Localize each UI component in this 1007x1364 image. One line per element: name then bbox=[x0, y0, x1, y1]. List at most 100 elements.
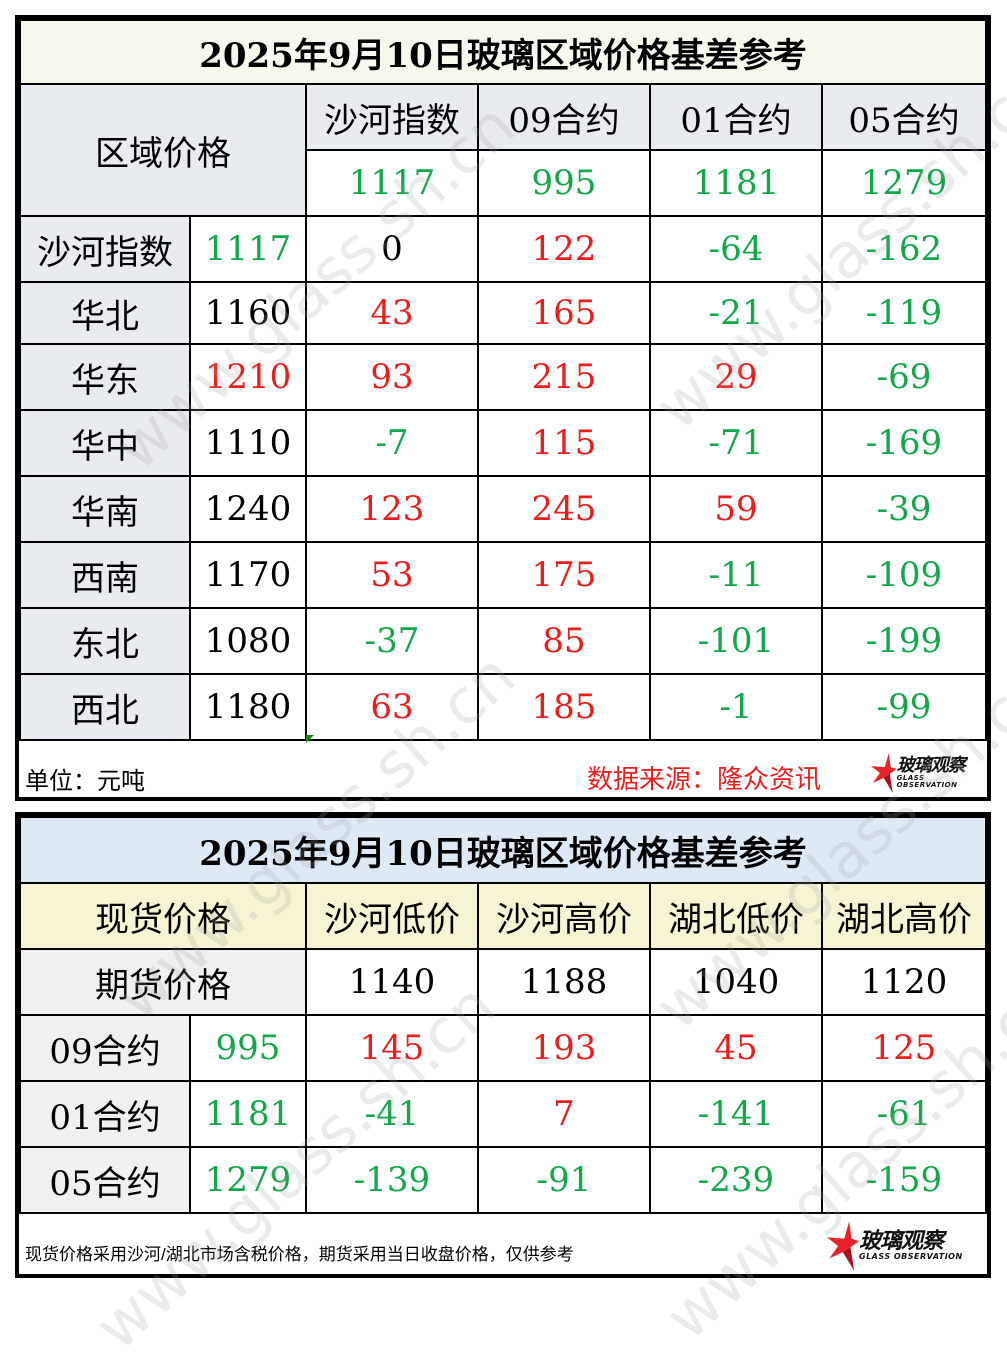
column-header: 沙河指数 bbox=[305, 83, 479, 151]
basis-value: -119 bbox=[821, 281, 987, 345]
table-row: 东北 1080 -37 85 -101 -199 bbox=[19, 607, 987, 675]
basis-value: 93 bbox=[305, 343, 479, 411]
table-footer: 单位：元吨 数据来源：隆众资讯 玻璃观察 GLASS OBSERVATION bbox=[19, 741, 987, 807]
cell-comment-marker bbox=[306, 735, 314, 743]
red-star-icon bbox=[871, 753, 897, 793]
table-row: 华南 1240 123 245 59 -39 bbox=[19, 475, 987, 543]
footnote: 现货价格采用沙河/湖北市场含税价格，期货采用当日收盘价格，仅供参考 bbox=[25, 1245, 574, 1264]
corner-label: 区域价格 bbox=[19, 83, 307, 217]
contract-label: 01合约 bbox=[19, 1080, 191, 1148]
column-header: 湖北低价 bbox=[649, 882, 823, 950]
basis-value: -11 bbox=[649, 541, 823, 609]
region-price: 1110 bbox=[189, 409, 307, 477]
spot-price-label: 现货价格 bbox=[19, 882, 307, 950]
basis-value: 215 bbox=[477, 343, 651, 411]
spot-futures-basis-panel: 2025年9月10日玻璃区域价格基差参考 现货价格 沙河低价 沙河高价 湖北低价… bbox=[15, 812, 991, 1278]
column-value: 1117 bbox=[305, 149, 479, 217]
basis-value: -41 bbox=[305, 1080, 479, 1148]
basis-value: 29 bbox=[649, 343, 823, 411]
basis-value: -71 bbox=[649, 409, 823, 477]
spot-value: 1188 bbox=[477, 948, 651, 1016]
basis-value: -1 bbox=[649, 673, 823, 741]
basis-value: 245 bbox=[477, 475, 651, 543]
basis-value: 63 bbox=[305, 673, 479, 741]
basis-value: 45 bbox=[649, 1014, 823, 1082]
region-label: 西北 bbox=[19, 673, 191, 741]
glass-observation-logo: 玻璃观察 GLASS OBSERVATION bbox=[827, 1220, 963, 1272]
region-price: 1240 bbox=[189, 475, 307, 543]
column-value: 1279 bbox=[821, 149, 987, 217]
basis-value: -199 bbox=[821, 607, 987, 675]
basis-value: 122 bbox=[477, 215, 651, 283]
basis-value: -169 bbox=[821, 409, 987, 477]
data-source: 数据来源：隆众资讯 bbox=[587, 764, 822, 794]
basis-value: -69 bbox=[821, 343, 987, 411]
basis-value: -159 bbox=[821, 1146, 987, 1214]
spot-value: 1140 bbox=[305, 948, 479, 1016]
region-label: 华中 bbox=[19, 409, 191, 477]
region-price: 1080 bbox=[189, 607, 307, 675]
column-value: 1181 bbox=[649, 149, 823, 217]
table-row: 西北 1180 63 185 -1 -99 bbox=[19, 673, 987, 741]
basis-value: -101 bbox=[649, 607, 823, 675]
column-header: 05合约 bbox=[821, 83, 987, 151]
contract-price: 1181 bbox=[189, 1080, 307, 1148]
region-label: 华东 bbox=[19, 343, 191, 411]
basis-value: -21 bbox=[649, 281, 823, 345]
region-label: 西南 bbox=[19, 541, 191, 609]
basis-value: 53 bbox=[305, 541, 479, 609]
region-price: 1180 bbox=[189, 673, 307, 741]
column-header: 沙河高价 bbox=[477, 882, 651, 950]
region-price: 1160 bbox=[189, 281, 307, 345]
basis-value: -162 bbox=[821, 215, 987, 283]
basis-value: -37 bbox=[305, 607, 479, 675]
basis-value: 125 bbox=[821, 1014, 987, 1082]
basis-value: -239 bbox=[649, 1146, 823, 1214]
region-label: 沙河指数 bbox=[19, 215, 191, 283]
table-title: 2025年9月10日玻璃区域价格基差参考 bbox=[19, 816, 987, 884]
basis-value: 85 bbox=[477, 607, 651, 675]
red-star-icon bbox=[827, 1221, 859, 1271]
basis-value: 123 bbox=[305, 475, 479, 543]
basis-value: 193 bbox=[477, 1014, 651, 1082]
basis-value: -64 bbox=[649, 215, 823, 283]
table-row: 华北 1160 43 165 -21 -119 bbox=[19, 281, 987, 345]
basis-value: -141 bbox=[649, 1080, 823, 1148]
region-price: 1170 bbox=[189, 541, 307, 609]
basis-value: -61 bbox=[821, 1080, 987, 1148]
spot-futures-basis-table: 2025年9月10日玻璃区域价格基差参考 现货价格 沙河低价 沙河高价 湖北低价… bbox=[19, 816, 987, 1214]
unit-label: 单位：元吨 bbox=[25, 768, 145, 795]
basis-value: 165 bbox=[477, 281, 651, 345]
table-title: 2025年9月10日玻璃区域价格基差参考 bbox=[19, 19, 987, 85]
basis-value: 59 bbox=[649, 475, 823, 543]
column-header: 01合约 bbox=[649, 83, 823, 151]
contract-label: 09合约 bbox=[19, 1014, 191, 1082]
basis-value: 115 bbox=[477, 409, 651, 477]
column-header: 湖北高价 bbox=[821, 882, 987, 950]
basis-value: 7 bbox=[477, 1080, 651, 1148]
contract-price: 995 bbox=[189, 1014, 307, 1082]
column-header: 沙河低价 bbox=[305, 882, 479, 950]
basis-value: 175 bbox=[477, 541, 651, 609]
basis-value: -139 bbox=[305, 1146, 479, 1214]
table-row: 05合约 1279 -139 -91 -239 -159 bbox=[19, 1146, 987, 1214]
basis-value: 185 bbox=[477, 673, 651, 741]
spot-value: 1120 bbox=[821, 948, 987, 1016]
region-price: 1210 bbox=[189, 343, 307, 411]
glass-observation-logo: 玻璃观察 GLASS OBSERVATION bbox=[871, 753, 987, 793]
regional-basis-table: 2025年9月10日玻璃区域价格基差参考 区域价格 沙河指数 09合约 01合约… bbox=[19, 19, 987, 741]
region-label: 华北 bbox=[19, 281, 191, 345]
basis-value: 145 bbox=[305, 1014, 479, 1082]
table-footer: 现货价格采用沙河/湖北市场含税价格，期货采用当日收盘价格，仅供参考 玻璃观察 G… bbox=[19, 1214, 987, 1278]
basis-value: -39 bbox=[821, 475, 987, 543]
basis-value: -7 bbox=[305, 409, 479, 477]
region-price: 1117 bbox=[189, 215, 307, 283]
basis-value: 43 bbox=[305, 281, 479, 345]
spot-value: 1040 bbox=[649, 948, 823, 1016]
region-label: 东北 bbox=[19, 607, 191, 675]
contract-label: 05合约 bbox=[19, 1146, 191, 1214]
table-row: 西南 1170 53 175 -11 -109 bbox=[19, 541, 987, 609]
contract-price: 1279 bbox=[189, 1146, 307, 1214]
table-row: 华东 1210 93 215 29 -69 bbox=[19, 343, 987, 411]
column-value: 995 bbox=[477, 149, 651, 217]
